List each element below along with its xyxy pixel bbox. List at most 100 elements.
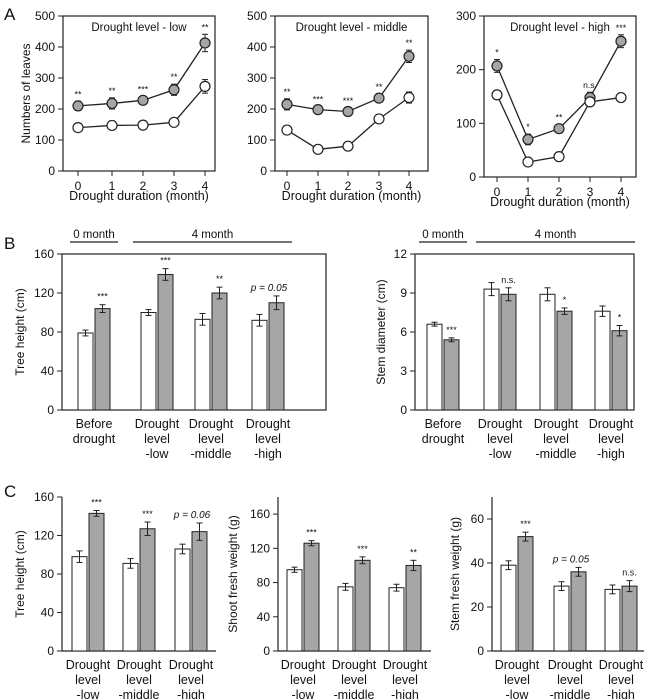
a2-y-tick-label: 500 — [247, 9, 267, 23]
c3-significance-label: n.s. — [622, 568, 637, 578]
b1-category-label: -middle — [191, 447, 232, 461]
c2-significance-label: ** — [410, 547, 418, 557]
a3-y-tick-label: 300 — [456, 9, 476, 23]
b1-treated-bar — [157, 273, 174, 411]
a1-significance-label: ** — [170, 72, 178, 82]
b2-category-label: level — [543, 432, 569, 446]
b2-bracket-label: 4 month — [535, 229, 577, 241]
a3-y-tick-label: 200 — [456, 63, 476, 77]
b2-significance-label: n.s. — [501, 275, 516, 285]
b1-category-label: -high — [254, 447, 282, 461]
a1-x-tick-label: 0 — [75, 179, 82, 193]
a1-treated-point — [137, 94, 149, 106]
c3-treated-bar — [517, 536, 534, 652]
b2-category-label: Drought — [589, 417, 634, 431]
c1-control-bar — [122, 562, 139, 652]
c1-significance-label: *** — [91, 497, 102, 507]
a1-control-point — [168, 116, 180, 128]
a3-treated-point — [522, 133, 534, 146]
b2-category-label: Drought — [534, 417, 579, 431]
c2-control-bar — [388, 587, 405, 652]
c1-category-label: Drought — [169, 658, 214, 672]
c2-y-tick-label: 80 — [257, 576, 271, 590]
a2-significance-label: ** — [405, 38, 413, 48]
a1-y-tick-label: 400 — [35, 40, 55, 54]
a2-control-point — [373, 113, 385, 125]
c2-y-tick-label: 120 — [250, 541, 270, 555]
a1-y-tick-label: 300 — [35, 71, 55, 85]
c3-category-label: level — [608, 673, 634, 687]
b2-category-label: level — [487, 432, 513, 446]
c2-y-tick-label: 0 — [263, 644, 270, 658]
a2-y-tick-label: 400 — [247, 40, 267, 54]
b2-control-bar — [594, 310, 611, 411]
a1-significance-label: ** — [201, 22, 209, 32]
b1-category-label: -low — [146, 447, 170, 461]
panel-label-b: B — [4, 234, 15, 253]
a1-x-tick-label: 1 — [109, 179, 116, 193]
b1-significance-label: *** — [160, 256, 171, 266]
a1-treated-point — [106, 97, 118, 110]
b1-control-bar — [77, 332, 94, 411]
c1-y-tick-label: 40 — [41, 606, 55, 620]
b1-category-label: drought — [73, 432, 116, 446]
a3-x-tick-label: 2 — [556, 185, 563, 199]
b2-treated-bar — [500, 293, 517, 411]
c1-category-label: level — [75, 673, 101, 687]
b2-y-tick-label: 12 — [394, 247, 408, 261]
b2-control-bar — [539, 293, 556, 411]
c2-y-tick-label: 160 — [250, 507, 270, 521]
c3-treated-bar — [570, 571, 587, 652]
c1-treated-bar — [139, 528, 156, 652]
a2-treated-point — [281, 98, 293, 110]
a3-x-tick-label: 0 — [494, 185, 501, 199]
c2-category-label: Drought — [383, 658, 428, 672]
a2-significance-label: *** — [313, 95, 324, 105]
a3-y-tick-label: 100 — [456, 116, 476, 130]
c2-category-label: Drought — [281, 658, 326, 672]
a2-title: Drought level - middle — [296, 22, 408, 34]
c3-category-label: -middle — [550, 688, 591, 699]
b2-category-label: level — [598, 432, 624, 446]
a2-significance-label: ** — [375, 82, 383, 92]
a2-control-point — [312, 143, 324, 155]
b1-significance-label: ** — [216, 274, 224, 284]
b1-control-bar — [194, 318, 211, 411]
b2-treated-bar — [556, 310, 573, 411]
a2-x-tick-label: 2 — [345, 179, 352, 193]
a1-control-point — [199, 80, 211, 92]
a3-control-point — [522, 156, 534, 168]
panel-label-a: A — [4, 5, 16, 24]
b2-category-label: Before — [425, 417, 462, 431]
a1-y-tick-label: 100 — [35, 133, 55, 147]
c3-y-axis-label: Stem fresh weight (g) — [448, 517, 462, 631]
c3-treated-bar — [621, 585, 638, 652]
a3-control-point — [615, 91, 627, 104]
a3-control-point — [553, 151, 565, 163]
c1-treated-bar — [191, 531, 208, 652]
c2-category-label: Drought — [332, 658, 377, 672]
a2-y-tick-label: 300 — [247, 71, 267, 85]
a1-significance-label: *** — [138, 85, 149, 95]
a1-plot-frame — [62, 15, 216, 172]
a1-significance-label: ** — [74, 89, 82, 99]
b2-y-tick-label: 6 — [400, 325, 407, 339]
c2-control-bar — [286, 569, 303, 652]
a2-x-tick-label: 3 — [376, 179, 383, 193]
a3-x-tick-label: 4 — [618, 185, 625, 199]
b1-significance-label: p = 0.05 — [250, 283, 288, 294]
b1-category-label: Before — [76, 417, 113, 431]
b1-bracket-label: 0 month — [73, 229, 115, 241]
b2-y-tick-label: 9 — [400, 286, 407, 300]
c3-category-label: -high — [607, 688, 635, 699]
a1-x-tick-label: 2 — [140, 179, 147, 193]
a2-y-tick-label: 0 — [260, 164, 267, 178]
c3-category-label: level — [557, 673, 583, 687]
b2-bracket-label: 0 month — [422, 229, 464, 241]
a3-treated-point — [553, 123, 565, 135]
b2-treated-bar — [611, 330, 628, 411]
a3-treated-point — [615, 35, 627, 47]
c2-category-label: -middle — [334, 688, 375, 699]
a1-control-point — [72, 121, 84, 134]
c1-y-tick-label: 160 — [34, 490, 54, 504]
